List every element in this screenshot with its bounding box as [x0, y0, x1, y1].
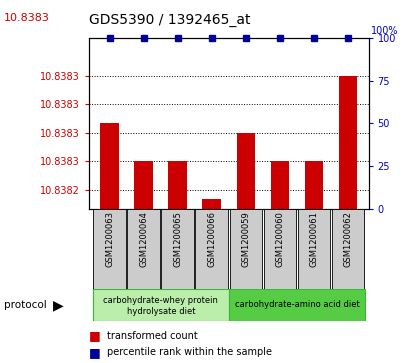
- Bar: [271, 161, 289, 209]
- FancyBboxPatch shape: [195, 209, 228, 289]
- Text: percentile rank within the sample: percentile rank within the sample: [107, 347, 272, 357]
- Text: protocol: protocol: [4, 300, 47, 310]
- Bar: [237, 133, 255, 209]
- FancyBboxPatch shape: [229, 209, 262, 289]
- Text: GSM1200062: GSM1200062: [344, 211, 353, 267]
- Text: ▶: ▶: [53, 298, 64, 312]
- Text: GSM1200065: GSM1200065: [173, 211, 182, 267]
- FancyBboxPatch shape: [332, 209, 364, 289]
- Text: GSM1200059: GSM1200059: [242, 211, 250, 267]
- Text: GDS5390 / 1392465_at: GDS5390 / 1392465_at: [89, 13, 251, 27]
- Bar: [134, 161, 153, 209]
- FancyBboxPatch shape: [93, 289, 229, 321]
- Text: GSM1200063: GSM1200063: [105, 211, 114, 267]
- Text: ■: ■: [89, 329, 101, 342]
- Text: GSM1200061: GSM1200061: [310, 211, 319, 267]
- FancyBboxPatch shape: [298, 209, 330, 289]
- FancyBboxPatch shape: [264, 209, 296, 289]
- FancyBboxPatch shape: [93, 209, 126, 289]
- Bar: [100, 123, 119, 209]
- Bar: [168, 161, 187, 209]
- FancyBboxPatch shape: [161, 209, 194, 289]
- Bar: [203, 199, 221, 209]
- Text: carbohydrate-amino acid diet: carbohydrate-amino acid diet: [234, 301, 359, 309]
- FancyBboxPatch shape: [127, 209, 160, 289]
- Text: ■: ■: [89, 346, 101, 359]
- Text: carbohydrate-whey protein: carbohydrate-whey protein: [103, 295, 218, 305]
- Text: 100%: 100%: [371, 26, 398, 36]
- Text: GSM1200060: GSM1200060: [276, 211, 284, 267]
- Text: GSM1200064: GSM1200064: [139, 211, 148, 267]
- Bar: [305, 161, 323, 209]
- Text: transformed count: transformed count: [107, 331, 198, 341]
- FancyBboxPatch shape: [229, 289, 365, 321]
- Text: 10.8383: 10.8383: [4, 13, 50, 23]
- Bar: [339, 76, 357, 209]
- Text: hydrolysate diet: hydrolysate diet: [127, 307, 195, 316]
- Text: GSM1200066: GSM1200066: [208, 211, 216, 267]
